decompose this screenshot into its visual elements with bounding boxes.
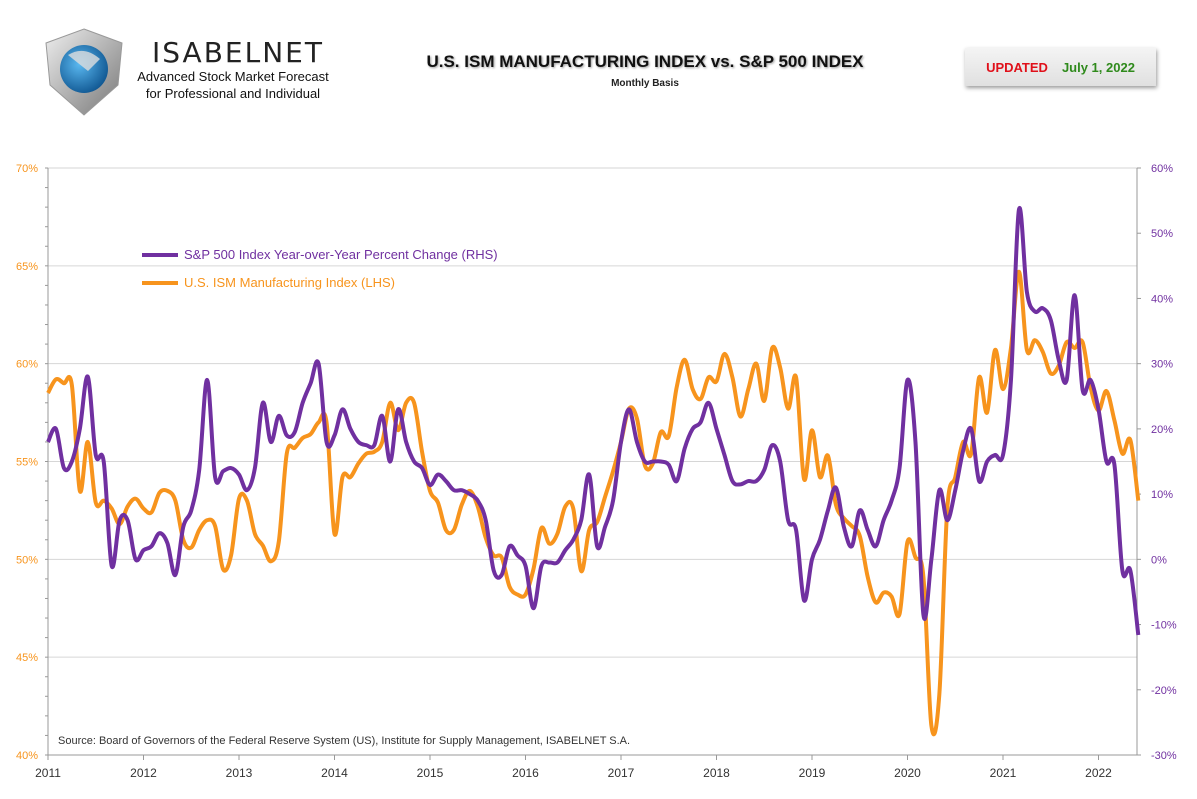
chart-subtitle: Monthly Basis bbox=[611, 78, 679, 89]
x-axis-tick-label: 2020 bbox=[894, 766, 921, 780]
logo-name: ISABELNET bbox=[152, 36, 324, 69]
left-axis-tick-label: 50% bbox=[16, 554, 38, 566]
x-axis-tick-label: 2016 bbox=[512, 766, 539, 780]
right-axis-tick-label: 60% bbox=[1151, 163, 1173, 175]
series-lines bbox=[46, 205, 1141, 737]
x-axis-tick-label: 2015 bbox=[417, 766, 444, 780]
right-axis-tick-label: -20% bbox=[1151, 685, 1177, 697]
x-axis-tick-label: 2018 bbox=[703, 766, 730, 780]
left-axis-tick-label: 55% bbox=[16, 457, 38, 469]
x-axis-tick-label: 2012 bbox=[130, 766, 157, 780]
axes: 40% 45% 50% 55% 60% 65% 70% -30% -20% -10% 0% 10% 20… bbox=[16, 163, 1177, 780]
ism-manufacturing-line bbox=[46, 269, 1141, 737]
legend: S&P 500 Index Year-over-Year Percent Cha… bbox=[142, 247, 498, 290]
left-axis-tick-label: 40% bbox=[16, 750, 38, 762]
right-axis-tick-label: 10% bbox=[1151, 489, 1173, 501]
right-axis-tick-label: 0% bbox=[1151, 554, 1167, 566]
x-axis-tick-label: 2014 bbox=[321, 766, 348, 780]
left-axis-tick-label: 60% bbox=[16, 359, 38, 371]
logo-shield-icon bbox=[45, 28, 123, 116]
x-axis-tick-label: 2013 bbox=[226, 766, 253, 780]
chart-title: U.S. ISM MANUFACTURING INDEX vs. S&P 500… bbox=[426, 52, 864, 71]
legend-label-sp500: S&P 500 Index Year-over-Year Percent Cha… bbox=[184, 247, 498, 262]
right-axis-tick-label: 50% bbox=[1151, 228, 1173, 240]
updated-label: UPDATED bbox=[986, 59, 1048, 75]
x-axis-tick-label: 2011 bbox=[35, 766, 61, 780]
right-axis-tick-label: -30% bbox=[1151, 750, 1177, 762]
x-axis-tick-label: 2021 bbox=[990, 766, 1017, 780]
x-axis-tick-label: 2022 bbox=[1085, 766, 1112, 780]
x-axis-tick-label: 2017 bbox=[608, 766, 635, 780]
left-axis-tick-label: 45% bbox=[16, 652, 38, 664]
right-axis-tick-label: 30% bbox=[1151, 359, 1173, 371]
logo-tagline: Advanced Stock Market Forecast for Profe… bbox=[128, 68, 338, 102]
logo-tagline-2: for Professional and Individual bbox=[145, 86, 321, 101]
left-axis-tick-label: 70% bbox=[16, 163, 38, 175]
left-axis-tick-label: 65% bbox=[16, 261, 38, 273]
logo-tagline-1: Advanced Stock Market Forecast bbox=[137, 69, 329, 84]
updated-badge: UPDATED July 1, 2022 bbox=[965, 48, 1156, 86]
legend-label-ism: U.S. ISM Manufacturing Index (LHS) bbox=[184, 275, 395, 290]
right-axis-tick-label: 40% bbox=[1151, 293, 1173, 305]
sp500-yoy-line bbox=[46, 205, 1141, 636]
right-axis-tick-label: -10% bbox=[1151, 620, 1177, 632]
source-note: Source: Board of Governors of the Federa… bbox=[58, 735, 630, 747]
right-axis-tick-label: 20% bbox=[1151, 424, 1173, 436]
x-axis-tick-label: 2019 bbox=[799, 766, 826, 780]
updated-date: July 1, 2022 bbox=[1061, 59, 1135, 75]
